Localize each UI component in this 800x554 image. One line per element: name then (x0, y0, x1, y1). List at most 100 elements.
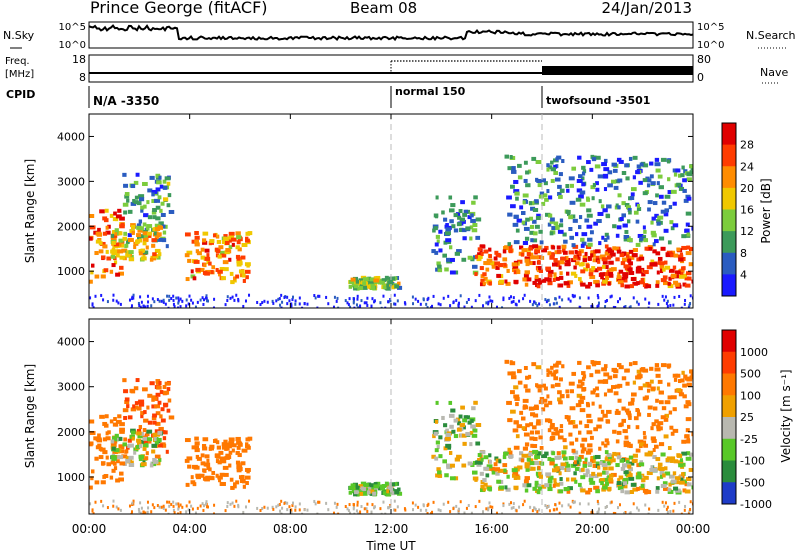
velocity-ground-cell (387, 506, 390, 510)
velocity-cell-2 (136, 438, 142, 443)
velocity-cell-7 (509, 360, 513, 365)
velocity-cell-3 (228, 437, 235, 442)
velocity-cell-6 (559, 477, 563, 482)
power-cell-6 (534, 249, 541, 254)
velocity-cell-6 (547, 483, 552, 488)
velocity-cell-6 (494, 456, 499, 461)
velocity-ground-cell (271, 505, 274, 509)
power-cell-5 (462, 236, 467, 241)
power-cell-7 (604, 232, 609, 237)
power-cell-7 (579, 202, 586, 207)
velocity-cell-7 (633, 416, 639, 421)
velocity-cell-2 (131, 430, 136, 435)
power-cell-2 (146, 231, 153, 236)
power-cell-2 (149, 257, 154, 262)
power-cell-7 (548, 195, 553, 200)
power-cell-4 (369, 277, 375, 282)
velocity-cell-6 (617, 486, 624, 491)
power-cell-2 (110, 237, 117, 242)
power-ground-cell (636, 300, 639, 304)
velocity-cell-3 (220, 481, 226, 486)
colorbar-tick-label: 100 (740, 389, 761, 402)
power-cell-4 (367, 276, 372, 281)
power-ground-cell (235, 293, 238, 297)
power-cell-7 (550, 167, 556, 172)
velocity-cell-3 (200, 453, 205, 458)
power-cell-6 (476, 257, 482, 262)
velocity-ground-cell (411, 501, 414, 505)
power-cell-6 (678, 274, 685, 279)
power-cell-7 (525, 183, 531, 188)
velocity-cell-6 (560, 462, 567, 467)
velocity-cell-7 (627, 424, 631, 429)
power-cell-5 (448, 208, 455, 213)
velocity-cell-2 (139, 431, 144, 436)
power-cell-7 (667, 177, 671, 182)
velocity-ground-cell (283, 501, 286, 505)
velocity-ground-cell (661, 500, 664, 504)
velocity-cell-6 (503, 468, 507, 473)
velocity-ground-cell (518, 505, 521, 509)
power-cell-6 (564, 257, 571, 262)
velocity-cell-7 (506, 400, 512, 405)
power-ground-cell (298, 302, 301, 306)
power-ground-cell (597, 301, 600, 305)
power-cell-7 (670, 226, 675, 231)
power-cell-6 (624, 266, 630, 271)
velocity-cell-7 (591, 362, 597, 367)
power-cell-6 (594, 249, 601, 254)
velocity-cell-7 (619, 422, 624, 427)
velocity-cell-2 (114, 454, 120, 459)
power-cell-6 (529, 255, 535, 260)
velocity-cell-7 (686, 377, 693, 382)
power-cell-7 (607, 170, 613, 175)
power-cell-5 (451, 224, 456, 229)
power-cell-5 (436, 261, 441, 266)
power-cell-6 (600, 254, 606, 259)
power-cell-7 (656, 181, 660, 186)
velocity-cell-4 (362, 482, 369, 487)
velocity-ground-cell (597, 507, 600, 511)
velocity-ground-cell (463, 511, 466, 514)
velocity-cell-4 (373, 484, 380, 489)
power-cell-7 (651, 216, 656, 221)
power-cell-4 (355, 279, 360, 284)
velocity-cell-2 (139, 444, 143, 449)
velocity-cell-2 (129, 460, 134, 465)
velocity-cell-6 (590, 459, 594, 464)
power-cell-7 (635, 170, 640, 175)
velocity-cell-6 (638, 486, 645, 491)
velocity-cell-6 (604, 450, 609, 455)
velocity-cell-7 (530, 412, 536, 417)
power-cell-6 (502, 249, 507, 254)
power-cell-6 (602, 264, 606, 269)
velocity-cell-7 (596, 424, 602, 429)
velocity-cell-7 (597, 379, 604, 384)
power-cell-2 (119, 255, 126, 260)
power-cell-7 (636, 203, 641, 208)
power-cell-7 (594, 164, 601, 169)
power-cell-6 (560, 256, 567, 261)
colorbar-tick-label: 16 (740, 204, 754, 217)
velocity-cell-4 (380, 486, 385, 491)
velocity-cell-5 (458, 414, 463, 419)
velocity-cell-7 (605, 419, 611, 424)
velocity-cell-7 (589, 373, 594, 378)
power-cell-5 (437, 268, 443, 273)
power-ground-cell (661, 294, 664, 298)
power-cell-3 (196, 251, 202, 256)
power-cell-7 (522, 241, 529, 246)
power-cell-7 (536, 179, 542, 184)
power-cell-0 (118, 271, 124, 276)
power-cell-2 (125, 253, 131, 258)
power-cell-6 (524, 258, 530, 263)
velocity-ground-cell (286, 501, 289, 505)
power-cell-6 (532, 280, 537, 285)
velocity-cell-2 (157, 457, 162, 462)
power-ground-cell (175, 296, 178, 300)
power-ground-cell (177, 306, 180, 308)
velocity-cell-6 (679, 477, 684, 482)
velocity-cell-1 (152, 413, 157, 418)
power-cell-4 (366, 284, 371, 289)
